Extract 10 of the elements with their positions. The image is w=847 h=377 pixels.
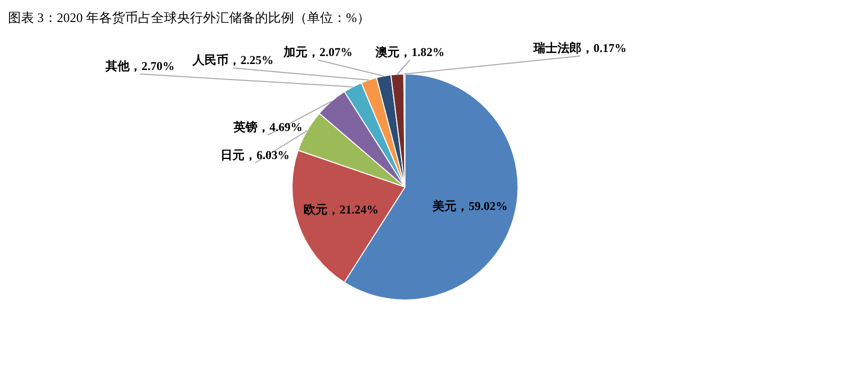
slice-label: 日元，6.03%	[220, 148, 290, 162]
slice-label: 其他，2.70%	[104, 59, 174, 73]
slice-label: 人民币，2.25%	[192, 53, 274, 67]
slice-label: 瑞士法郎，0.17%	[532, 41, 626, 55]
chart-title: 图表 3：2020 年各货币占全球央行外汇储备的比例（单位：%）	[8, 10, 370, 25]
slice-label: 澳元，1.82%	[374, 45, 444, 59]
slice-label: 英镑，4.69%	[232, 120, 302, 134]
slice-label: 美元，59.02%	[432, 198, 508, 213]
slice-label: 加元，2.07%	[282, 45, 352, 59]
slice-label: 欧元，21.24%	[304, 202, 378, 216]
